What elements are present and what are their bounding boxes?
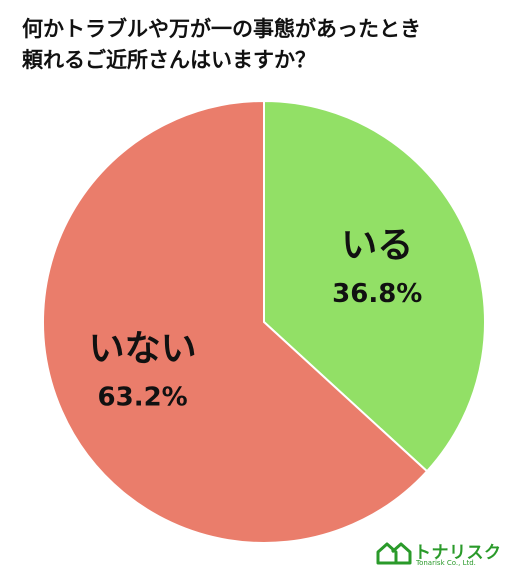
pie-labels: いる 36.8% いない 63.2% bbox=[89, 225, 423, 412]
logo-subtitle: Tonarisk Co., Ltd. bbox=[416, 559, 476, 567]
logo-name: トナリスク bbox=[414, 543, 502, 563]
pie-slice-1 bbox=[263, 99, 486, 473]
slice-label-1: いる bbox=[341, 225, 413, 266]
house-logo-icon bbox=[376, 542, 412, 565]
brand-logo: トナリスク Tonarisk Co., Ltd. bbox=[376, 537, 516, 573]
slice-label-2: いない bbox=[89, 328, 197, 369]
chart-title-line-1: 何かトラブルや万が一の事態があったとき bbox=[22, 17, 421, 41]
chart-title-line-2: 頼れるご近所さんはいますか？ bbox=[22, 48, 316, 72]
pie-slices bbox=[42, 99, 486, 544]
slice-value-1: 36.8% bbox=[332, 279, 422, 309]
chart-title: 何かトラブルや万が一の事態があったとき 頼れるご近所さんはいますか？ bbox=[22, 14, 512, 76]
pie-slice-2 bbox=[42, 99, 429, 544]
slice-value-2: 63.2% bbox=[98, 382, 188, 412]
